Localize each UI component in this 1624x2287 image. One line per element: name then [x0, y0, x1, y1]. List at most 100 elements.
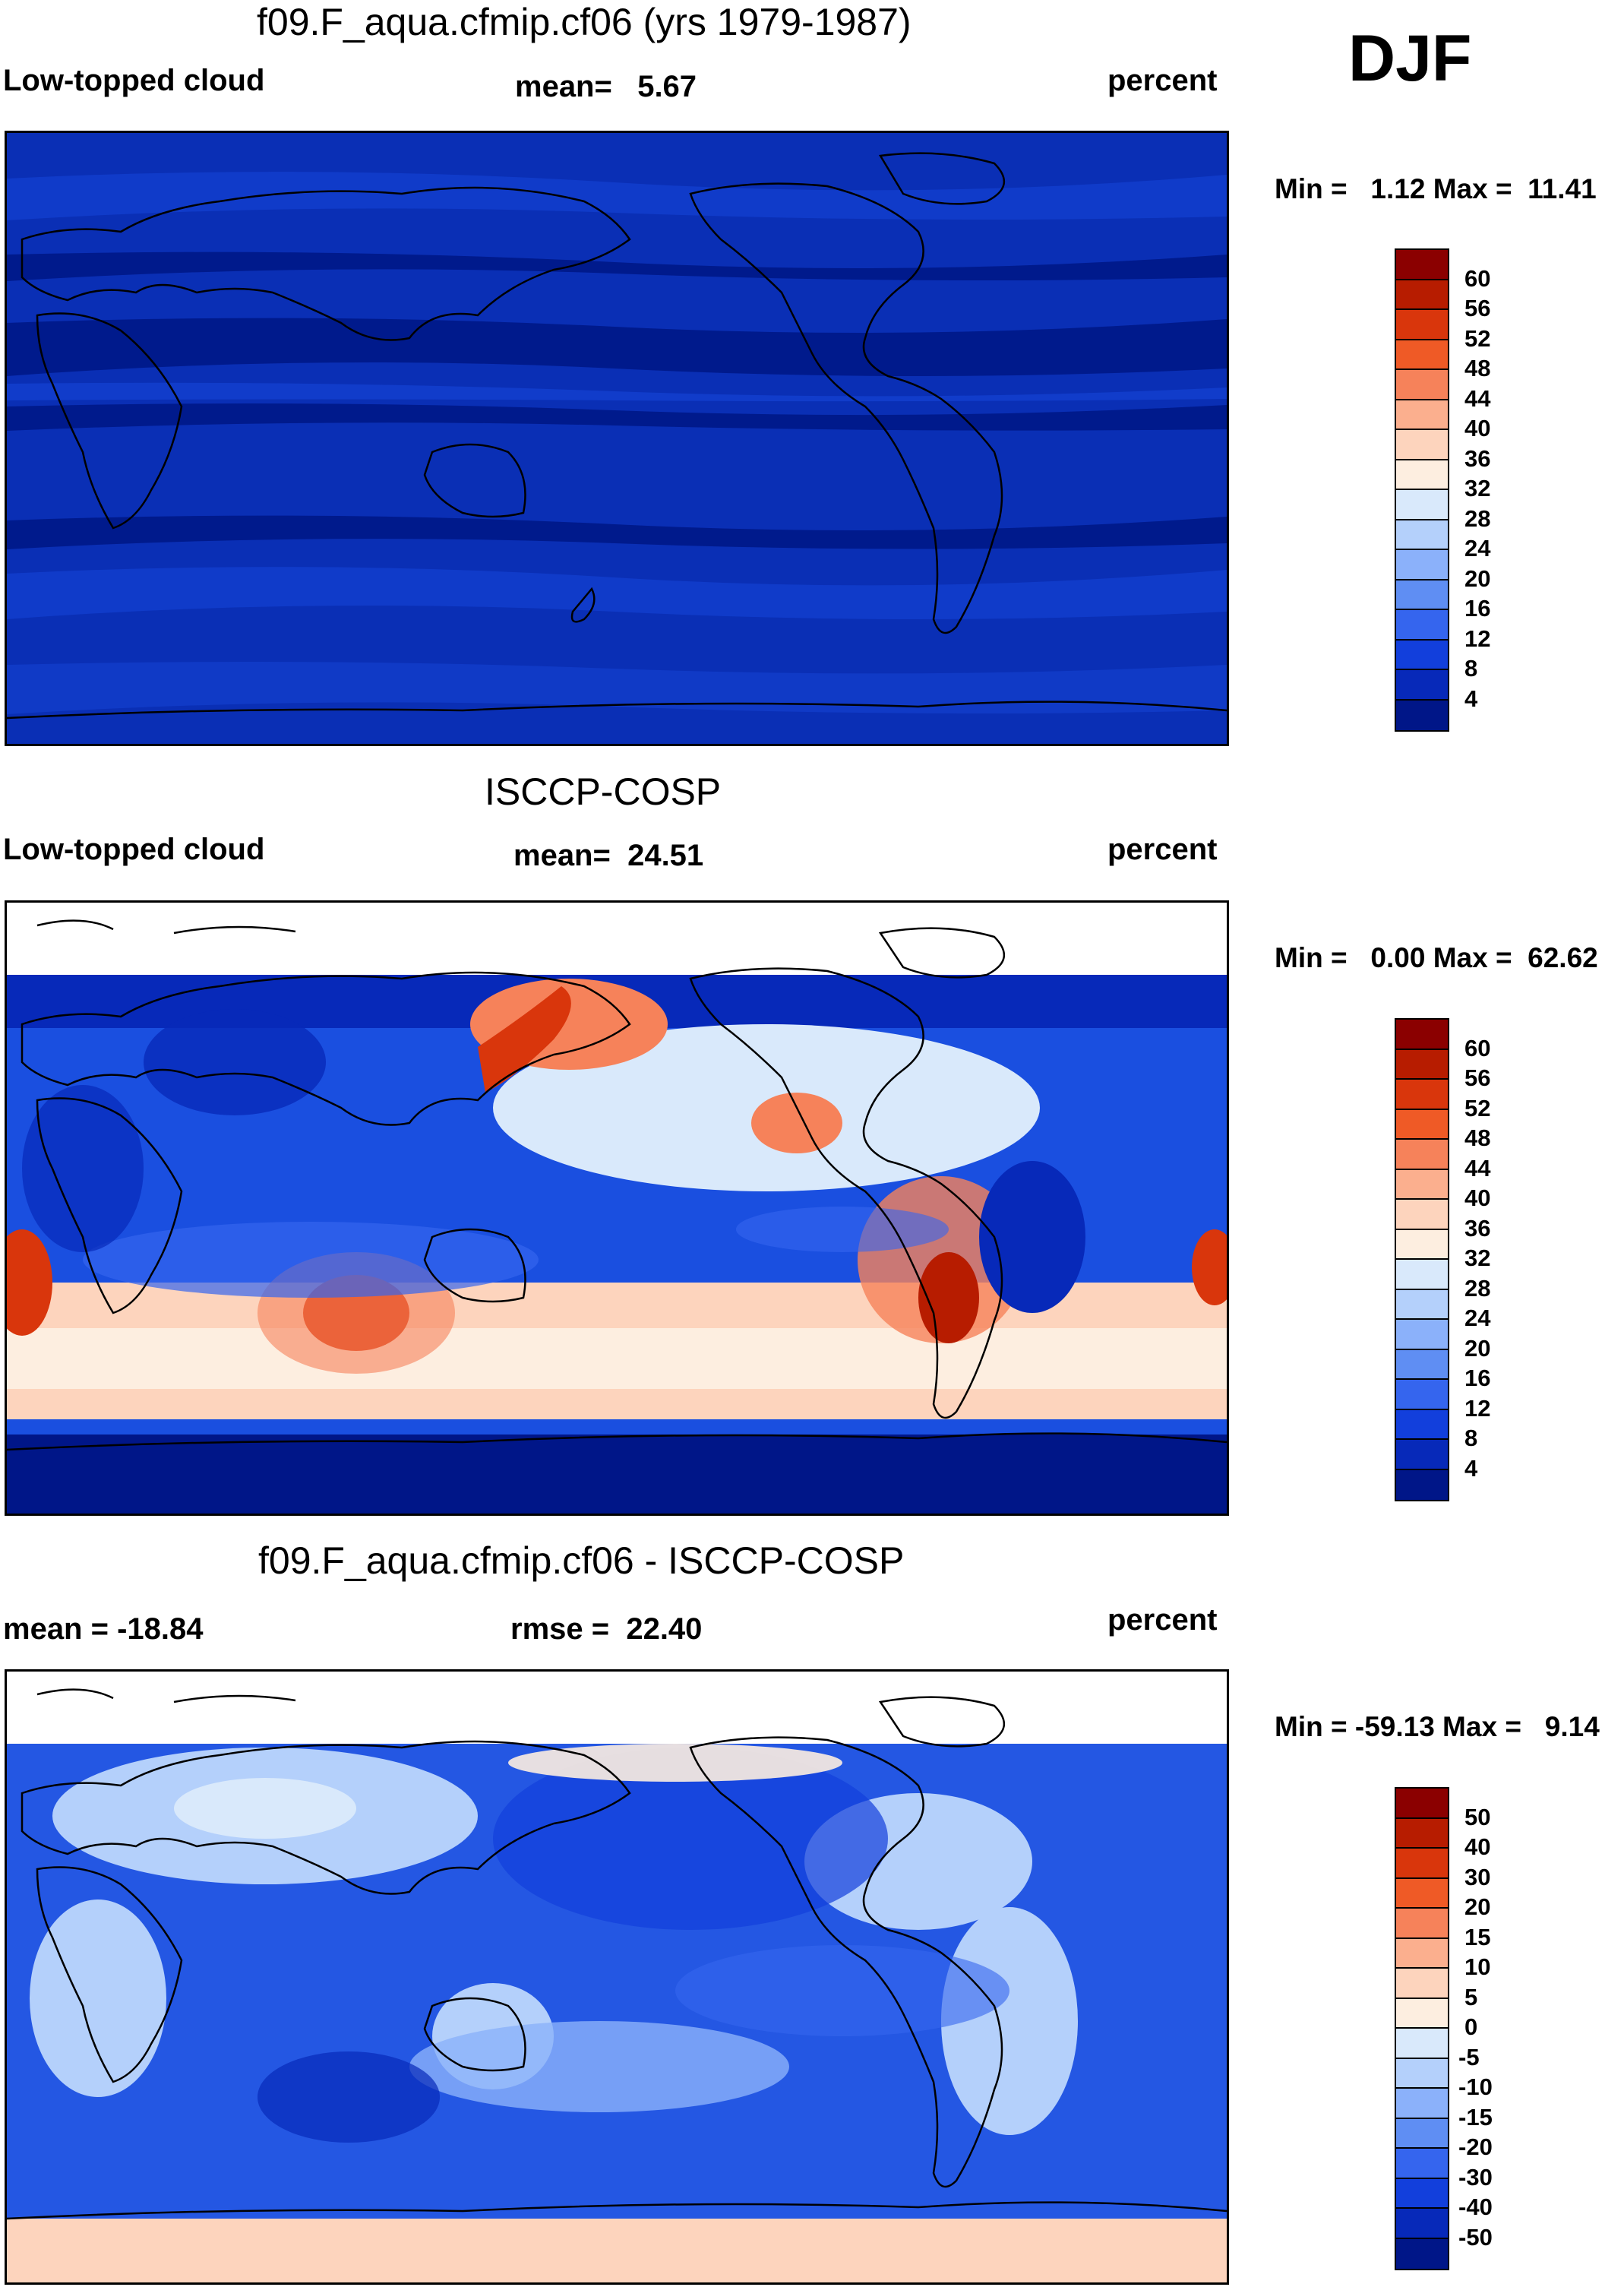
colorbar-box	[1396, 2089, 1448, 2119]
colorbar-box	[1396, 1469, 1448, 1500]
colorbar-box	[1396, 1909, 1448, 1939]
colorbar-tick-label: 15	[1464, 1923, 1491, 1950]
colorbar-box	[1396, 1380, 1448, 1410]
panel2-colorbar	[1395, 1018, 1449, 1501]
colorbar-tick-label: 30	[1464, 1863, 1491, 1890]
colorbar-box	[1396, 700, 1448, 730]
colorbar-tick-label: 56	[1464, 1064, 1491, 1091]
colorbar-tick-label: -15	[1458, 2103, 1493, 2130]
colorbar-tick-label: 44	[1464, 384, 1491, 412]
colorbar-box	[1396, 2178, 1448, 2209]
colorbar-tick-label: 5	[1464, 1983, 1478, 2010]
colorbar-box	[1396, 1789, 1448, 1819]
colorbar-tick-label: 16	[1464, 595, 1491, 622]
panel3-field-blob	[30, 1900, 166, 2097]
panel1-band	[7, 251, 1227, 281]
colorbar-box	[1396, 1349, 1448, 1380]
colorbar-tick-label: 4	[1464, 1454, 1478, 1482]
panel2-field-blob	[751, 1093, 842, 1153]
panel2-field-blob	[1192, 1229, 1227, 1305]
colorbar-box	[1396, 2118, 1448, 2149]
panel3-mean-label: mean = -18.84	[3, 1612, 204, 1646]
panel3-title: f09.F_aqua.cfmip.cf06 - ISCCP-COSP	[258, 1539, 905, 1582]
colorbar-tick-label: 32	[1464, 475, 1491, 501]
panel3-field-blob	[508, 1744, 842, 1782]
colorbar-tick-label: 60	[1464, 1034, 1491, 1061]
colorbar-tick-label: 4	[1464, 685, 1478, 712]
panel2-coastlines	[7, 919, 1227, 1451]
colorbar-tick-label: 52	[1464, 1094, 1491, 1121]
panel2-colorbar-boxes	[1396, 1020, 1448, 1500]
colorbar-tick-label: 24	[1464, 1305, 1491, 1331]
panel3-field-antarctica	[7, 2219, 1227, 2282]
colorbar-tick-label: 36	[1464, 1214, 1491, 1242]
panel1-colorbar	[1395, 248, 1449, 732]
colorbar-box	[1396, 1938, 1448, 1969]
panel2-field-southern-ocean-2	[7, 1328, 1227, 1389]
colorbar-tick-label: 20	[1464, 565, 1491, 592]
colorbar-tick-label: 40	[1464, 1185, 1491, 1211]
panel2-field-blob	[979, 1161, 1085, 1313]
panel1-band	[7, 318, 1227, 376]
colorbar-box	[1396, 2149, 1448, 2179]
panel3-colorbar-boxes	[1396, 1789, 1448, 2269]
colorbar-box	[1396, 1440, 1448, 1470]
colorbar-box	[1396, 250, 1448, 280]
panel2-field-blob	[144, 1009, 326, 1115]
colorbar-tick-label: 28	[1464, 505, 1491, 532]
panel1-band	[7, 662, 1227, 714]
colorbar-box	[1396, 1289, 1448, 1320]
colorbar-box	[1396, 400, 1448, 430]
colorbar-box	[1396, 610, 1448, 641]
colorbar-tick-label: 50	[1464, 1803, 1491, 1830]
panel2-field-blob	[736, 1207, 949, 1252]
panel1-band	[7, 515, 1227, 549]
colorbar-box	[1396, 1878, 1448, 1909]
colorbar-box	[1396, 580, 1448, 610]
colorbar-tick-label: 20	[1464, 1334, 1491, 1362]
colorbar-box	[1396, 1409, 1448, 1440]
panel1-band	[7, 382, 1227, 402]
colorbar-box	[1396, 1140, 1448, 1170]
panel2-field-blob	[478, 986, 571, 1093]
panel1-minmax: Min = 1.12 Max = 11.41	[1275, 173, 1597, 204]
colorbar-box	[1396, 1818, 1448, 1849]
colorbar-box	[1396, 1200, 1448, 1230]
colorbar-tick-label: 44	[1464, 1154, 1491, 1181]
colorbar-box	[1396, 1849, 1448, 1879]
panel1-band	[7, 172, 1227, 220]
colorbar-tick-label: 12	[1464, 1394, 1491, 1422]
colorbar-tick-label: -5	[1458, 2043, 1480, 2070]
colorbar-tick-label: -30	[1458, 2163, 1493, 2191]
colorbar-box	[1396, 1229, 1448, 1260]
panel3-field-blob	[174, 1778, 356, 1839]
colorbar-box	[1396, 430, 1448, 460]
panel3-units-label: percent	[1107, 1603, 1218, 1637]
colorbar-tick-label: 24	[1464, 535, 1491, 561]
panel1-variable-label: Low-topped cloud	[3, 64, 265, 97]
colorbar-tick-label: -50	[1458, 2223, 1493, 2251]
colorbar-box	[1396, 670, 1448, 701]
panel2-units-label: percent	[1107, 833, 1218, 866]
panel2-mean-label: mean= 24.51	[513, 839, 704, 872]
panel2-title: ISCCP-COSP	[485, 770, 722, 813]
colorbar-tick-label: 8	[1464, 655, 1478, 682]
panel1-map	[5, 131, 1229, 746]
panel3-field-blob	[493, 1748, 888, 1930]
panel2-minmax: Min = 0.00 Max = 62.62	[1275, 942, 1598, 973]
panel2-field-antarctica	[7, 1435, 1227, 1514]
colorbar-tick-label: 48	[1464, 1125, 1491, 1151]
colorbar-tick-label: 60	[1464, 264, 1491, 292]
panel3-field-blob	[258, 2051, 440, 2143]
colorbar-box	[1396, 310, 1448, 340]
colorbar-tick-label: 0	[1464, 2013, 1478, 2040]
colorbar-tick-label: 56	[1464, 295, 1491, 321]
panel1-band	[7, 403, 1227, 431]
colorbar-box	[1396, 1998, 1448, 2029]
colorbar-tick-label: 20	[1464, 1893, 1491, 1920]
panel1-field-base	[7, 133, 1227, 744]
panel3-colorbar	[1395, 1787, 1449, 2270]
colorbar-tick-label: 52	[1464, 324, 1491, 352]
colorbar-box	[1396, 1020, 1448, 1050]
panel1-band	[7, 567, 1227, 619]
